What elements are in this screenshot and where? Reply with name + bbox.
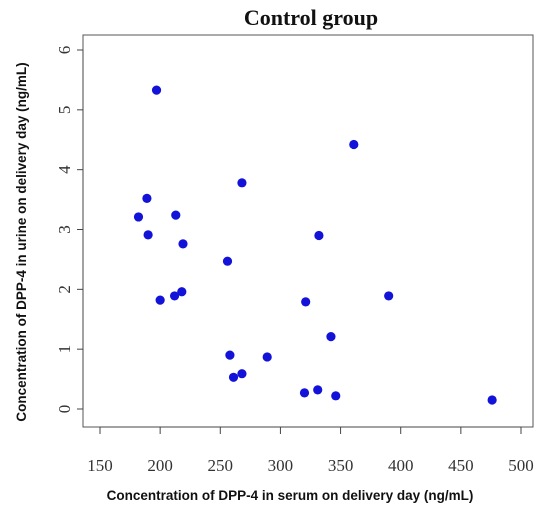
y-tick-label: 6	[55, 46, 74, 55]
y-tick-label: 5	[55, 106, 74, 115]
data-point	[155, 295, 165, 305]
y-tick-label: 2	[55, 285, 74, 294]
data-point	[331, 391, 341, 401]
data-point	[237, 369, 247, 379]
data-point	[237, 178, 247, 188]
data-point	[487, 395, 497, 405]
y-axis-label: Concentration of DPP-4 in urine on deliv…	[14, 62, 29, 421]
y-tick-label: 3	[55, 225, 74, 234]
data-point	[178, 239, 188, 249]
data-point	[143, 230, 153, 240]
x-tick-label: 250	[208, 456, 234, 475]
data-point	[262, 352, 272, 362]
data-points	[133, 85, 497, 405]
y-tick-label: 4	[55, 165, 74, 174]
data-point	[349, 139, 359, 150]
data-point	[225, 350, 235, 360]
data-point	[313, 385, 323, 395]
data-point	[171, 210, 181, 220]
y-tick-label: 0	[55, 405, 74, 414]
chart-title: Control group	[244, 5, 378, 30]
x-tick-label: 200	[147, 456, 173, 475]
data-point	[222, 256, 233, 266]
x-tick-label: 400	[388, 456, 414, 475]
data-point	[384, 291, 394, 301]
x-tick-label: 150	[87, 456, 113, 475]
data-point	[299, 388, 310, 398]
data-point	[301, 297, 311, 307]
data-point	[228, 372, 239, 382]
data-point	[151, 85, 162, 95]
y-ticks: 0 1 2 3 4 5 6	[55, 46, 83, 414]
data-point	[326, 332, 336, 342]
data-point	[177, 287, 187, 297]
x-ticks: 150 200 250 300 350 400 450 500	[87, 427, 534, 475]
data-point	[314, 230, 324, 241]
data-point	[169, 291, 180, 301]
x-axis-label: Concentration of DPP-4 in serum on deliv…	[107, 488, 474, 503]
data-point	[142, 193, 152, 203]
x-tick-label: 350	[328, 456, 354, 475]
x-tick-label: 450	[448, 456, 474, 475]
x-tick-label: 300	[268, 456, 294, 475]
y-tick-label: 1	[55, 345, 74, 354]
data-point	[133, 212, 144, 222]
x-tick-label: 500	[508, 456, 534, 475]
